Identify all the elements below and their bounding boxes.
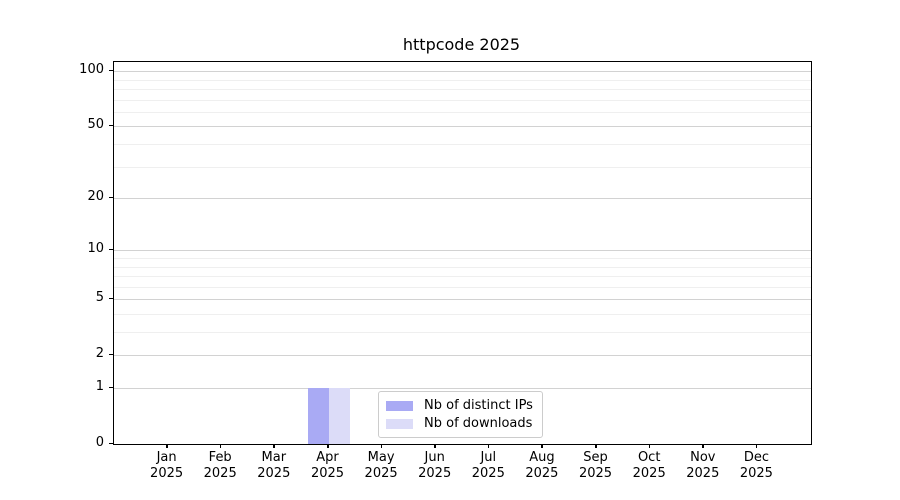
y-tick-label: 10 [87, 241, 104, 257]
y-gridline-minor [114, 257, 811, 259]
y-gridline-minor [114, 313, 811, 315]
y-tick-mark [109, 353, 113, 356]
y-tick-mark [109, 442, 113, 444]
x-tick-mark [755, 444, 758, 448]
y-gridline-minor [114, 266, 811, 268]
y-gridline-major [114, 198, 811, 199]
x-tick-label: Jul 2025 [471, 450, 505, 481]
y-gridline-major [114, 126, 811, 128]
bar-downloads [328, 388, 350, 444]
y-tick-mark [109, 297, 113, 300]
y-tick-label: 5 [95, 290, 104, 306]
legend-label-distinct-ips: Nb of distinct IPs [424, 398, 533, 413]
x-tick-mark [380, 444, 383, 448]
x-tick-label: Jan 2025 [150, 450, 184, 481]
y-gridline-minor [114, 143, 811, 145]
y-tick-label: 1 [95, 379, 104, 394]
legend-swatch-downloads [386, 418, 413, 429]
bar-distinct-ips [307, 388, 329, 444]
x-tick-label: Oct 2025 [632, 450, 666, 481]
chart-title: httpcode 2025 [402, 35, 521, 54]
x-tick-label: Apr 2025 [310, 450, 345, 481]
x-tick-mark [434, 444, 436, 448]
y-tick-label: 20 [87, 189, 104, 204]
y-tick-label: 0 [95, 435, 104, 450]
y-tick-mark [109, 386, 113, 388]
y-gridline-minor [114, 166, 811, 168]
x-tick-mark [327, 444, 329, 448]
y-tick-label: 100 [79, 62, 104, 78]
x-tick-mark [273, 444, 275, 448]
x-tick-label: Aug 2025 [525, 450, 559, 481]
plot-area [113, 61, 812, 445]
y-tick-label: 50 [87, 117, 104, 133]
x-tick-mark [166, 444, 168, 448]
legend-box: Nb of distinct IPs Nb of downloads [378, 391, 543, 438]
y-gridline-major [114, 71, 811, 73]
y-gridline-minor [114, 88, 811, 90]
y-gridline-minor [114, 276, 811, 277]
x-tick-mark [219, 444, 222, 448]
x-tick-mark [541, 444, 543, 448]
x-tick-mark [595, 444, 597, 448]
y-gridline-major [114, 299, 811, 301]
y-tick-mark [109, 124, 113, 127]
legend-label-downloads: Nb of downloads [424, 416, 533, 431]
y-gridline-major [114, 250, 811, 252]
x-tick-label: Dec 2025 [739, 450, 773, 481]
x-tick-mark [648, 444, 651, 448]
y-tick-mark [109, 248, 113, 251]
x-tick-label: Mar 2025 [257, 450, 291, 481]
x-tick-label: Feb 2025 [203, 450, 237, 481]
y-gridline-major [114, 355, 811, 357]
x-tick-label: Sep 2025 [578, 450, 613, 481]
y-gridline-minor [114, 286, 811, 288]
y-gridline-minor [114, 332, 811, 333]
legend-item-distinct-ips: Nb of distinct IPs [386, 398, 534, 413]
y-gridline-minor [114, 111, 811, 113]
x-tick-label: Jun 2025 [418, 450, 452, 481]
y-gridline-minor [114, 99, 811, 101]
x-tick-label: May 2025 [364, 450, 398, 481]
legend-swatch-distinct-ips [386, 400, 413, 411]
y-tick-label: 2 [95, 346, 104, 362]
x-tick-mark [702, 444, 704, 448]
x-tick-mark [487, 444, 490, 448]
legend-item-downloads: Nb of downloads [386, 416, 534, 431]
y-tick-mark [109, 69, 113, 72]
y-tick-mark [109, 196, 113, 198]
x-tick-label: Nov 2025 [686, 450, 720, 481]
y-gridline-minor [114, 79, 811, 81]
y-gridline-major [114, 388, 811, 389]
